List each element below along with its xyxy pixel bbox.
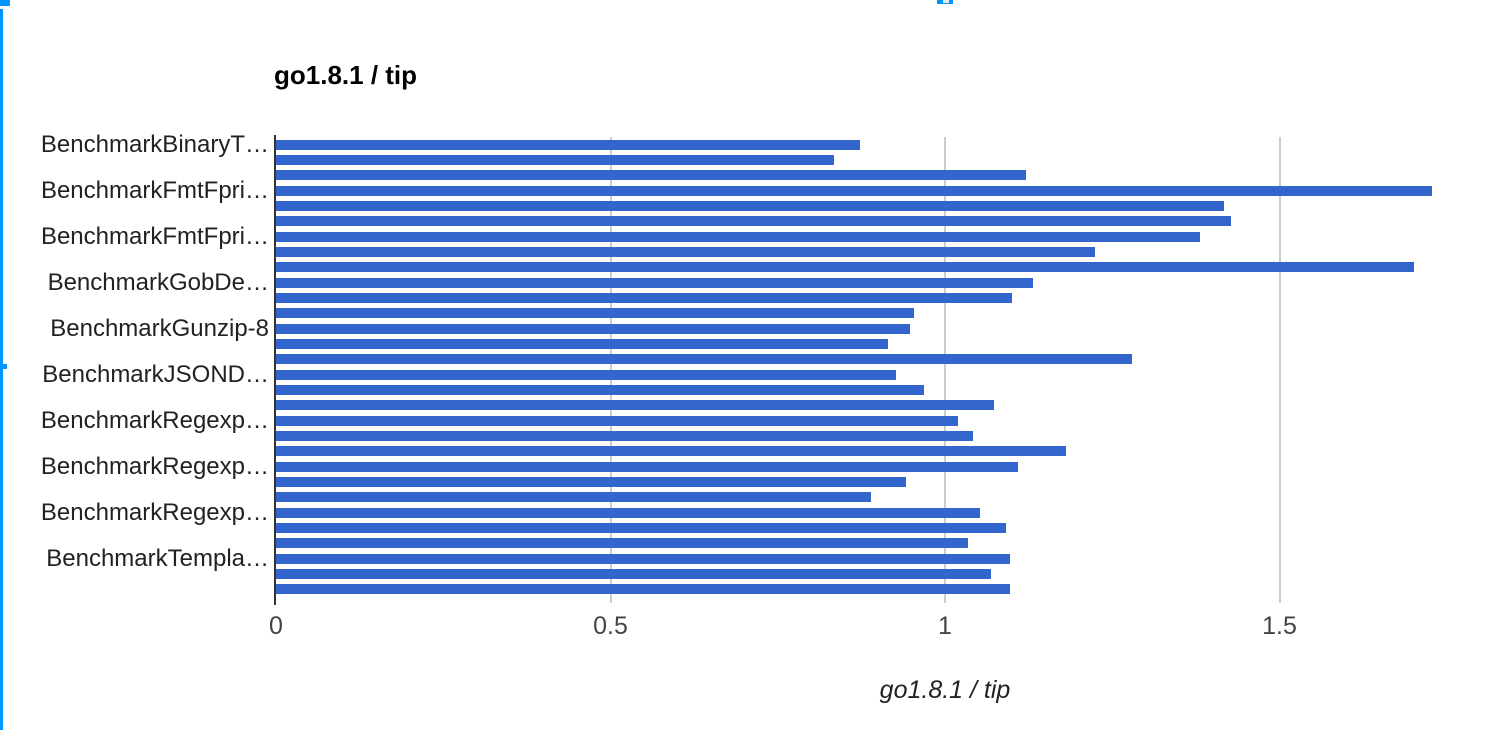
bar-row-13[interactable] xyxy=(276,339,888,349)
bar-row-0[interactable] xyxy=(276,139,860,150)
bar-row-22[interactable] xyxy=(276,477,906,487)
bar-row-2[interactable] xyxy=(276,170,1026,181)
gridline-1 xyxy=(944,137,946,603)
screen-edge-line xyxy=(0,9,3,730)
bar-row-6[interactable] xyxy=(276,231,1200,242)
category-label-row-15: BenchmarkJSOND… xyxy=(42,360,269,388)
bar-row-23[interactable] xyxy=(276,492,871,503)
y-axis-labels: BenchmarkBinaryT… BenchmarkFmtFpri… Benchm… xyxy=(0,131,271,597)
bar-row-7[interactable] xyxy=(276,247,1095,257)
x-axis-title: go1.8.1 / tip xyxy=(879,676,1011,704)
x-axis-baseline xyxy=(274,135,276,605)
bar-row-19[interactable] xyxy=(276,431,973,441)
category-label-row-0: BenchmarkBinaryT… xyxy=(40,130,269,158)
bar-row-14[interactable] xyxy=(276,354,1132,365)
bar-row-26[interactable] xyxy=(276,538,968,549)
bar-row-12[interactable] xyxy=(276,323,910,334)
bar-row-29[interactable] xyxy=(276,584,1010,595)
category-label-row-21: BenchmarkRegexp… xyxy=(40,452,269,480)
screen-corner-fragment xyxy=(0,0,10,6)
bar-row-3[interactable] xyxy=(276,185,1432,196)
x-axis-ticks: 0 0.5 1 1.5 xyxy=(0,612,1492,646)
bar-row-21[interactable] xyxy=(276,461,1018,472)
bar-row-18[interactable] xyxy=(276,415,958,426)
gridline-1.5 xyxy=(1278,137,1281,603)
category-label-row-27: BenchmarkTempla… xyxy=(46,544,269,572)
plot-area xyxy=(274,135,1492,605)
bar-row-1[interactable] xyxy=(276,155,834,165)
bar-row-10[interactable] xyxy=(276,293,1012,303)
chart-title: go1.8.1 / tip xyxy=(274,60,418,90)
category-label-row-24: BenchmarkRegexp… xyxy=(40,498,269,526)
x-tick-1.5: 1.5 xyxy=(1262,612,1297,640)
x-tick-1: 1 xyxy=(938,612,952,640)
bar-row-17[interactable] xyxy=(276,400,994,411)
bar-row-11[interactable] xyxy=(276,308,914,319)
cursor-fragment xyxy=(937,0,953,4)
bar-row-27[interactable] xyxy=(276,553,1010,564)
category-label-row-9: BenchmarkGobDe… xyxy=(47,268,269,296)
bar-row-28[interactable] xyxy=(276,569,991,579)
bar-row-8[interactable] xyxy=(276,262,1414,273)
bar-row-25[interactable] xyxy=(276,523,1006,533)
category-label-row-18: BenchmarkRegexp… xyxy=(40,406,269,434)
bar-row-15[interactable] xyxy=(276,369,896,380)
x-tick-0.5: 0.5 xyxy=(593,612,628,640)
bar-row-9[interactable] xyxy=(276,277,1033,288)
bar-row-20[interactable] xyxy=(276,446,1066,457)
category-label-row-3: BenchmarkFmtFpri… xyxy=(40,176,269,204)
bar-row-24[interactable] xyxy=(276,507,980,518)
bar-row-16[interactable] xyxy=(276,385,924,395)
bar-row-5[interactable] xyxy=(276,216,1231,227)
category-label-row-6: BenchmarkFmtFpri… xyxy=(40,222,269,250)
x-tick-0: 0 xyxy=(269,612,283,640)
category-label-row-12: BenchmarkGunzip-8 xyxy=(50,314,269,342)
bar-row-4[interactable] xyxy=(276,201,1224,211)
screen-edge-tick xyxy=(0,364,7,369)
